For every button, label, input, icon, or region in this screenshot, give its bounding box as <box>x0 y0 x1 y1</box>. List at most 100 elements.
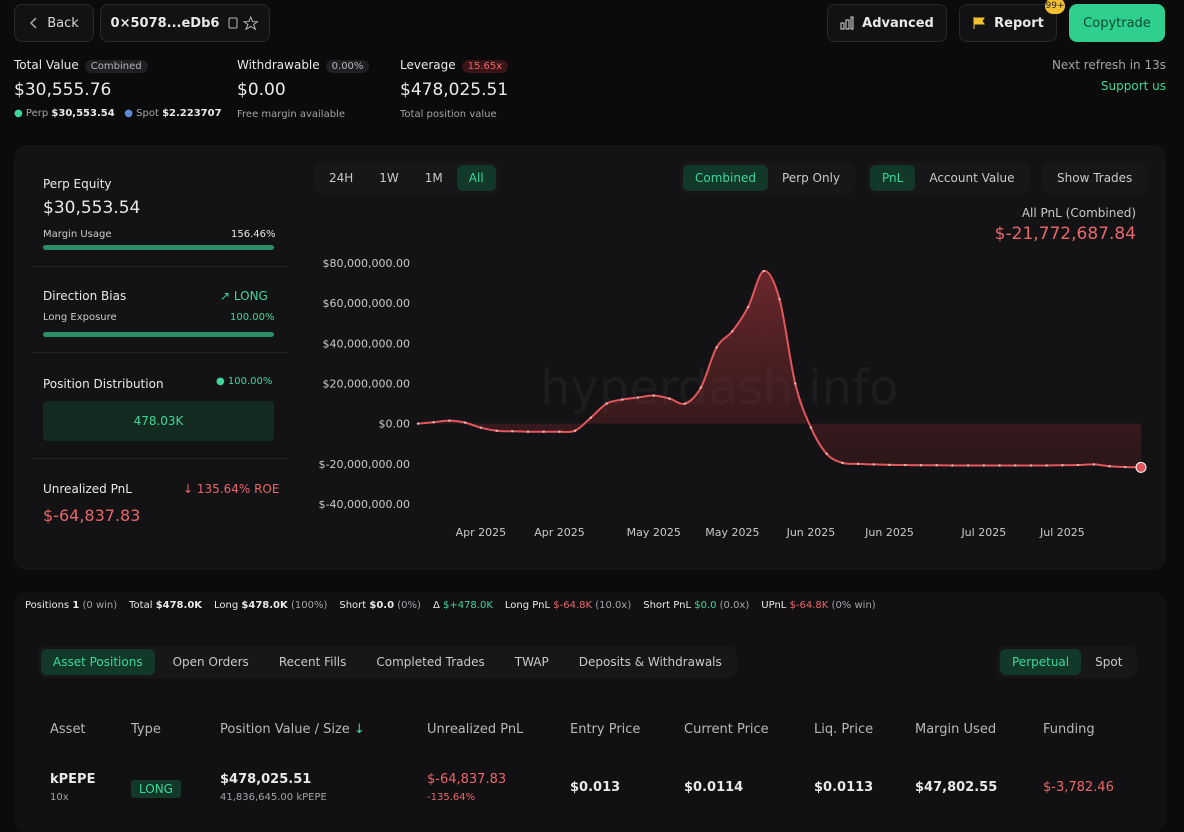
report-button[interactable]: Report <box>959 4 1057 42</box>
address-box[interactable]: 0×5078...eDb6 <box>100 4 270 42</box>
stat-label: Long PnL <box>504 600 551 611</box>
stat-note: (10.0x) <box>595 600 632 611</box>
total-value-label: Total Value Combined <box>14 58 148 73</box>
leverage-note: Total position value <box>400 109 497 120</box>
column-header[interactable]: Funding <box>1043 722 1095 737</box>
point <box>1076 463 1080 467</box>
perp-equity: $30,553.54 <box>43 198 141 218</box>
column-header[interactable]: Type <box>131 722 161 737</box>
stat: Long PnL $-64.8K (10.0x) <box>505 600 631 611</box>
tabs: Asset Positions Open Orders Recent Fills Co… <box>38 646 737 678</box>
point <box>621 398 624 401</box>
stat-value: 1 <box>72 600 80 611</box>
unrealized-pnl-pct: -135.64% <box>427 792 476 803</box>
header-text: Position Value / Size <box>220 722 350 737</box>
point <box>1029 464 1033 467</box>
position-value: $478,025.51 <box>220 772 312 787</box>
range-option[interactable]: All <box>456 165 496 191</box>
distribution-pct: ● 100.00% <box>216 376 273 387</box>
range-option[interactable]: 1M <box>424 171 443 185</box>
asset-leverage: 10x <box>50 792 69 803</box>
show-trades-button[interactable]: Show Trades <box>1057 171 1133 185</box>
area <box>418 270 1141 468</box>
column-header[interactable]: Entry Price <box>570 722 641 737</box>
point <box>746 305 750 309</box>
x-tick-label: Apr 2025 <box>456 526 507 539</box>
tab[interactable]: Deposits & Withdrawals <box>578 655 722 669</box>
stat: Long $478.0K (100%) <box>214 600 327 611</box>
point <box>919 464 923 467</box>
column-header[interactable]: Unrealized PnL <box>427 722 524 737</box>
point <box>778 297 781 301</box>
toggle-option[interactable]: Perpetual <box>1000 649 1082 675</box>
asset: kPEPE <box>50 772 96 787</box>
mode-option[interactable]: Combined <box>683 165 768 191</box>
toggle-option[interactable]: Spot <box>1095 655 1123 669</box>
roe: ↓ 135.64% ROE <box>183 482 280 496</box>
tab[interactable]: TWAP <box>514 655 549 669</box>
advanced-label: Advanced <box>862 15 934 31</box>
stat-value: $0.0 <box>369 600 395 611</box>
point <box>699 386 703 389</box>
range-option[interactable]: 1W <box>379 171 399 185</box>
point <box>558 430 561 433</box>
margin-bar <box>43 245 274 250</box>
column-header[interactable]: Position Value / Size ↓ <box>220 722 365 737</box>
long-exposure: 100.00% <box>230 312 275 323</box>
mode-option[interactable]: Perp Only <box>781 171 841 185</box>
upnl-label: Unrealized PnL <box>43 482 132 496</box>
column-header[interactable]: Margin Used <box>915 722 997 737</box>
tab[interactable]: Asset Positions <box>41 649 155 675</box>
point <box>841 461 844 465</box>
tab[interactable]: Completed Trades <box>376 655 485 669</box>
support-link[interactable]: Support us <box>1100 79 1166 93</box>
stat: Total $478.0K <box>129 600 202 611</box>
stat: UPnL $-64.8K (0% win) <box>761 600 875 611</box>
back-icon <box>30 17 37 29</box>
back-label: Back <box>47 15 79 31</box>
point <box>872 463 876 466</box>
exposure-bar <box>43 332 274 337</box>
address: 0×5078...eDb6 <box>110 15 220 31</box>
point <box>526 430 530 433</box>
column-header[interactable]: Current Price <box>684 722 769 737</box>
unrealized-pnl: $-64,837.83 <box>427 772 507 787</box>
copytrade-button[interactable]: Copytrade <box>1069 4 1165 42</box>
metric-option[interactable]: Account Value <box>929 171 1015 185</box>
point <box>573 429 577 432</box>
point <box>904 463 907 467</box>
stat-value: $478.0K <box>155 600 203 611</box>
stat-value: $0.0 <box>694 600 717 611</box>
tab[interactable]: Open Orders <box>172 655 249 669</box>
total-value: $30,555.76 <box>14 80 112 100</box>
x-tick-label: Jul 2025 <box>1039 526 1085 539</box>
combined-tag: Combined <box>84 60 148 73</box>
column-header[interactable]: Asset <box>50 722 86 737</box>
stat-label: Δ <box>432 600 440 611</box>
margin-usage: 156.46% <box>231 229 276 240</box>
column-header[interactable]: Liq. Price <box>814 722 874 737</box>
point <box>951 464 954 467</box>
stat-note: (0.0x) <box>719 600 750 611</box>
upnl: $-64,837.83 <box>43 506 141 525</box>
leverage-value: $478,025.51 <box>400 80 509 100</box>
spot-label: Spot <box>136 108 159 119</box>
perp-value: $30,553.54 <box>51 108 115 119</box>
copytrade-label: Copytrade <box>1083 15 1151 31</box>
stat-label: Positions <box>25 600 70 611</box>
x-tick-label: Apr 2025 <box>534 526 585 539</box>
point <box>1014 464 1017 467</box>
range-option[interactable]: 24H <box>329 171 354 185</box>
point <box>636 396 640 399</box>
tab[interactable]: Recent Fills <box>278 655 347 669</box>
position-type: LONG <box>131 780 181 798</box>
metric-option[interactable]: PnL <box>870 165 916 191</box>
y-tick-label: $-20,000,000.00 <box>319 458 410 471</box>
direction-value: LONG <box>233 289 268 303</box>
stat-value: $-64.8K <box>789 600 829 611</box>
advanced-button[interactable]: Advanced <box>827 4 947 42</box>
point <box>966 464 970 467</box>
stat: Short PnL $0.0 (0.0x) <box>643 600 749 611</box>
back-button[interactable]: Back <box>14 4 94 42</box>
